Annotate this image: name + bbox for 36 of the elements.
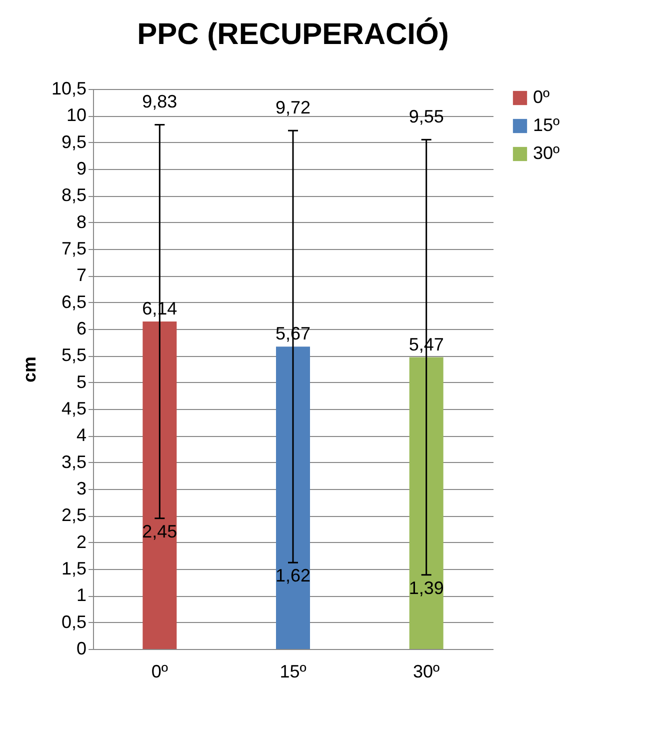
y-tick-label: 9,5 [61, 132, 86, 152]
y-tick-label: 7,5 [61, 238, 86, 258]
legend-label: 15º [533, 115, 560, 135]
y-tick-label: 6,5 [61, 292, 86, 312]
y-tick-label: 3 [76, 478, 86, 498]
annotation: 1,39 [408, 578, 444, 598]
annotation: 9,55 [408, 106, 444, 127]
y-tick-label: 8 [76, 212, 86, 232]
y-tick-label: 9 [76, 158, 86, 178]
legend-label: 30º [533, 143, 560, 163]
annotation: 9,72 [275, 98, 311, 118]
y-tick-label: 1 [76, 585, 86, 606]
y-axis-title: cm [19, 356, 40, 383]
y-tick-label: 0,5 [61, 612, 86, 632]
y-tick-label: 4 [76, 425, 86, 446]
y-tick-label: 2 [76, 532, 86, 552]
x-tick-label: 15º [280, 662, 307, 682]
annotation: 1,62 [275, 566, 311, 586]
y-tick-label: 4,5 [61, 398, 86, 418]
chart-title: PPC (RECUPERACIÓ) [137, 17, 449, 51]
y-tick-label: 8,5 [61, 185, 86, 206]
y-tick-label: 1,5 [61, 558, 86, 578]
x-tick-label: 0º [151, 662, 168, 682]
annotation: 2,45 [142, 521, 178, 542]
y-tick-label: 5,5 [61, 345, 86, 366]
annotation: 9,83 [142, 92, 178, 112]
y-tick-label: 0 [76, 638, 86, 658]
x-tick-label: 30º [413, 662, 440, 682]
y-tick-label: 3,5 [61, 452, 86, 472]
y-tick-label: 10,5 [51, 78, 86, 98]
y-tick-label: 6 [76, 318, 86, 338]
y-tick-label: 7 [76, 265, 86, 286]
y-tick-label: 10 [66, 105, 86, 126]
legend-label: 0º [533, 87, 550, 107]
y-tick-label: 5 [76, 372, 86, 392]
y-tick-label: 2,5 [61, 505, 86, 526]
